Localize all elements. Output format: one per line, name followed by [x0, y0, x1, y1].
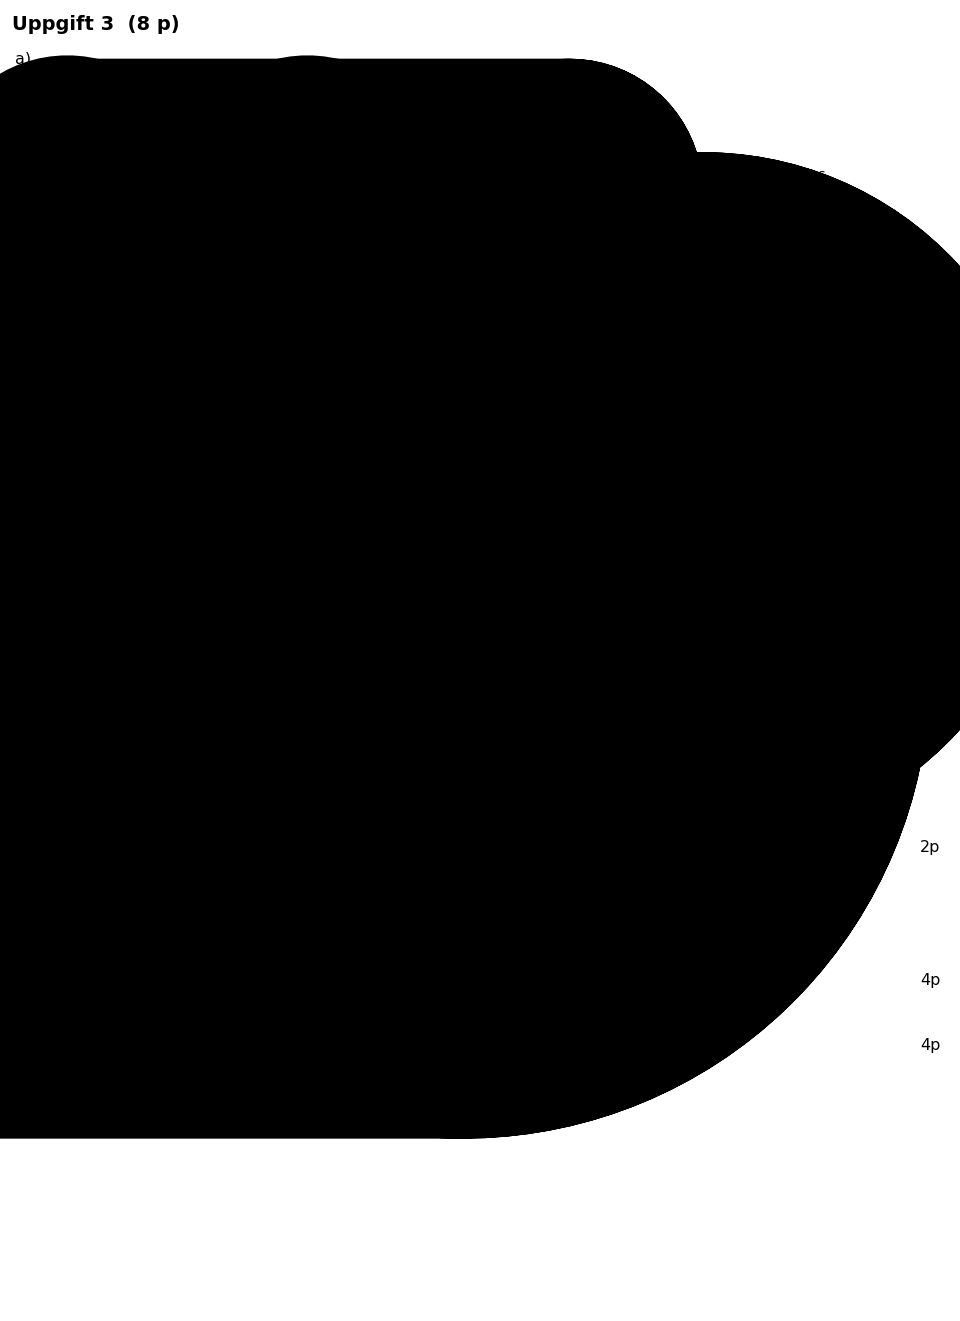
Text: R—O—: R—O— — [130, 650, 178, 664]
Text: H: H — [238, 428, 248, 441]
Text: C: C — [377, 480, 387, 494]
Text: Kₛ = [Mg²⁺][OH⁻]² = 2,0 · 10⁻¹¹ (mol/dm³)³.: Kₛ = [Mg²⁺][OH⁻]² = 2,0 · 10⁻¹¹ (mol/dm³… — [80, 935, 426, 950]
Text: H: H — [659, 417, 668, 431]
Text: H—: H— — [200, 299, 222, 312]
Text: C: C — [660, 398, 670, 412]
Text: a): a) — [15, 52, 31, 67]
Text: H: H — [261, 314, 272, 329]
Text: Vid sammanblandningen halveras koncentrationerna av [NH₃] , [NH₄⁺], och [Mg²⁺] d: Vid sammanblandningen halveras koncentra… — [80, 875, 776, 890]
Text: b): b) — [30, 875, 46, 890]
Text: R—O—: R—O— — [322, 478, 370, 491]
Text: H: H — [365, 462, 374, 476]
Text: − lg: − lg — [154, 835, 192, 849]
Text: Cl: Cl — [210, 262, 224, 276]
Text: NH: NH — [205, 848, 229, 863]
Text: H: H — [669, 407, 679, 420]
Text: C: C — [299, 657, 309, 671]
Text: C: C — [219, 657, 228, 671]
Text: •: • — [426, 487, 436, 506]
Text: pH = p: pH = p — [80, 835, 136, 849]
Text: •: • — [315, 660, 324, 678]
Text: = 9,3 − lg: = 9,3 − lg — [252, 835, 340, 849]
Text: NH: NH — [205, 834, 229, 848]
Text: Uppgift 4  (10 p): Uppgift 4 (10 p) — [12, 745, 193, 764]
Text: C: C — [222, 295, 231, 308]
Text: H: H — [415, 503, 424, 517]
Text: c): c) — [30, 1000, 45, 1015]
Text: a): a) — [30, 786, 46, 801]
Text: b): b) — [15, 415, 32, 431]
Text: osv.: osv. — [420, 658, 447, 672]
Text: •: • — [80, 443, 90, 461]
Text: H: H — [181, 638, 190, 651]
Text: Uppgift 3  (8 p): Uppgift 3 (8 p) — [12, 15, 180, 34]
Text: 4: 4 — [231, 839, 238, 849]
Text: 2p: 2p — [920, 840, 941, 855]
Text: H: H — [140, 122, 151, 136]
Text: = 9,3: = 9,3 — [353, 835, 402, 849]
Text: koncentration. Lösningen är en buffert och pH kan beräknas med buffertformeln:: koncentration. Lösningen är en buffert o… — [80, 806, 733, 820]
Text: C: C — [484, 133, 493, 147]
Text: 2,0 · 10⁻¹⁰ (mol/dm³)³ > Kₛ. Det bildas en fällning av Mg(OH)₂.: 2,0 · 10⁻¹⁰ (mol/dm³)³ > Kₛ. Det bildas … — [80, 975, 578, 989]
Text: +: + — [510, 180, 526, 199]
Text: Cl: Cl — [262, 192, 276, 206]
Text: H: H — [486, 151, 496, 164]
Text: H: H — [639, 410, 648, 423]
Text: stabilaste radikal bildas: stabilaste radikal bildas — [330, 600, 495, 614]
Text: H: H — [463, 115, 473, 129]
Text: H: H — [185, 122, 196, 135]
Text: ⊕C: ⊕C — [443, 122, 465, 135]
Text: stabilaste karbokatjon bildas: stabilaste karbokatjon bildas — [625, 168, 826, 182]
Text: —H: —H — [271, 304, 293, 317]
Text: |Cl|: |Cl| — [527, 184, 550, 198]
Text: H: H — [390, 462, 399, 476]
Text: H: H — [191, 100, 202, 115]
Text: 3: 3 — [231, 852, 238, 863]
Text: H: H — [231, 448, 240, 461]
Text: 4p: 4p — [920, 1038, 941, 1053]
Text: H: H — [181, 672, 190, 686]
Text: a: a — [149, 840, 156, 853]
Text: +: + — [231, 831, 240, 841]
Text: När det precis börjar att bildas en fällning gäller det att: När det precis börjar att bildas en fäll… — [80, 1000, 527, 1015]
Text: H: H — [261, 672, 271, 686]
Text: K: K — [138, 835, 149, 849]
Text: H: H — [221, 638, 230, 651]
Text: Ammoniumjon och dess korresponderande bas ammoniak förekommer båda i hög: Ammoniumjon och dess korresponderande ba… — [80, 786, 742, 803]
Text: +: + — [210, 188, 227, 207]
Text: H: H — [238, 262, 249, 276]
Text: 1,0: 1,0 — [325, 834, 350, 848]
Text: H: H — [261, 638, 271, 651]
Text: I den aktuella lösningen är:  [Mg²⁺][OH⁻]² = 0,5 · (2,0 · 10⁻⁵)² (mol/dm³)³ =: I den aktuella lösningen är: [Mg²⁺][OH⁻]… — [80, 955, 683, 970]
Text: [NH₃] = [NH₄⁺] = 0,5 mol/dm³, [Mg²⁺] = 0,5 mol/dm³. pH är oförändrat.: [NH₃] = [NH₄⁺] = 0,5 mol/dm³, [Mg²⁺] = 0… — [80, 896, 654, 910]
Text: +: + — [100, 448, 115, 466]
Text: C: C — [259, 657, 269, 671]
Text: H: H — [221, 672, 230, 686]
Text: Lösligheten för Mg(OH)₂ är 58,32 · 0,050 g/dm³ = 2,9 g/dm³: Lösligheten för Mg(OH)₂ är 58,32 · 0,050… — [80, 1040, 562, 1055]
Text: H: H — [301, 638, 310, 651]
Text: ⊖: ⊖ — [530, 172, 540, 185]
Text: [OH⁻] = Kₓ / [H⁺] =10⁻¹⁴·⁰ / 10⁻⁹·³ = 2,0 · 10⁻⁵ mol/dm³: [OH⁻] = Kₓ / [H⁺] =10⁻¹⁴·⁰ / 10⁻⁹·³ = 2,… — [80, 915, 522, 930]
Text: C: C — [412, 480, 421, 494]
Text: [Mg²⁺] = Kₛ / [OH⁻]² = 2,0 · 10⁻¹¹ / (2,0 · 10⁻⁵)² mol/dm³ = 0,050 mol/dm³: [Mg²⁺] = Kₛ / [OH⁻]² = 2,0 · 10⁻¹¹ / (2,… — [80, 1020, 670, 1034]
Text: C: C — [625, 417, 635, 432]
Text: C: C — [179, 657, 189, 671]
Text: —H: —H — [498, 141, 520, 155]
Text: H: H — [240, 192, 251, 206]
Text: H: H — [192, 457, 202, 470]
Text: C: C — [257, 304, 267, 318]
Text: H: H — [442, 141, 452, 155]
Text: RO: RO — [55, 445, 76, 458]
Text: 4p: 4p — [920, 974, 941, 988]
Text: 1,0: 1,0 — [325, 848, 350, 863]
